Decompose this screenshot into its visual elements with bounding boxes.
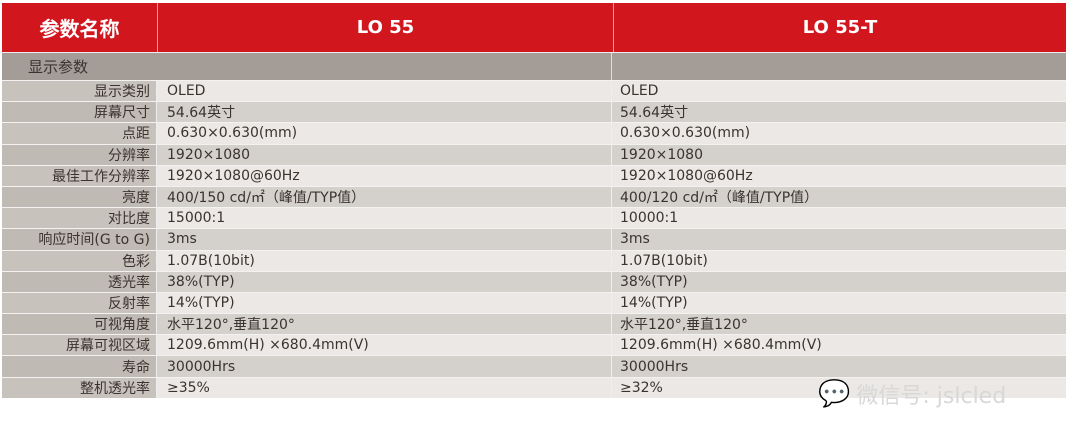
table-row: 反射率 14%(TYP) 14%(TYP) bbox=[2, 291, 1066, 314]
section-row: 显示参数 bbox=[2, 52, 1066, 80]
table-row: 透光率 38%(TYP) 38%(TYP) bbox=[2, 270, 1066, 292]
table-row: 色彩 1.07B(10bit) 1.07B(10bit) bbox=[2, 249, 1066, 271]
table-row: 响应时间(G to G) 3ms 3ms bbox=[2, 228, 1066, 250]
table-row: 最佳工作分辨率 1920×1080@60Hz 1920×1080@60Hz bbox=[2, 164, 1066, 186]
row-label: 整机透光率 bbox=[2, 377, 157, 398]
table-row: 屏幕可视区域 1209.6mm(H) ×680.4mm(V) 1209.6mm(H)… bbox=[2, 334, 1066, 356]
row-value-model-2: ≥32% bbox=[612, 377, 1066, 398]
table-row: 可视角度 水平120°,垂直120° 水平120°,垂直120° bbox=[2, 313, 1066, 335]
row-label: 响应时间(G to G) bbox=[2, 229, 157, 250]
row-value-model-1: 1920×1080@60Hz bbox=[157, 165, 612, 186]
row-value-model-2: 38%(TYP) bbox=[612, 271, 1066, 292]
watermark: 💬 微信号: jslcled bbox=[818, 378, 1006, 410]
row-value-model-2: 1920×1080 bbox=[612, 144, 1066, 165]
row-value-model-1: 3ms bbox=[157, 229, 612, 250]
table-row: 亮度 400/150 cd/㎡（峰值/TYP值） 400/120 cd/㎡（峰值/T… bbox=[2, 185, 1066, 208]
table-header: 参数名称 LO 55 LO 55-T bbox=[2, 3, 1066, 52]
row-value-model-2: 1920×1080@60Hz bbox=[612, 165, 1066, 186]
row-label: 寿命 bbox=[2, 356, 157, 377]
row-value-model-2: OLED bbox=[612, 81, 1066, 102]
row-value-model-1: 400/150 cd/㎡（峰值/TYP值） bbox=[157, 186, 612, 208]
watermark-text: 微信号: jslcled bbox=[856, 384, 1007, 409]
row-value-model-1: 1.07B(10bit) bbox=[157, 250, 612, 271]
header-model-1: LO 55 bbox=[158, 3, 614, 52]
row-value-model-1: 1209.6mm(H) ×680.4mm(V) bbox=[157, 335, 612, 356]
row-label: 透光率 bbox=[2, 271, 157, 292]
row-value-model-1: 1920×1080 bbox=[157, 144, 612, 165]
table-row: 点距 0.630×0.630(mm) 0.630×0.630(mm) bbox=[2, 122, 1066, 144]
row-value-model-2: 54.64英寸 bbox=[612, 102, 1066, 123]
row-label: 色彩 bbox=[2, 250, 157, 271]
row-value-model-2: 30000Hrs bbox=[612, 356, 1066, 377]
row-value-model-2: 3ms bbox=[612, 229, 1066, 250]
row-value-model-1: 54.64英寸 bbox=[157, 102, 612, 123]
header-model-2: LO 55-T bbox=[802, 17, 878, 38]
table-row: 屏幕尺寸 54.64英寸 54.64英寸 bbox=[2, 101, 1066, 123]
row-label: 显示类别 bbox=[2, 81, 157, 102]
row-label: 可视角度 bbox=[2, 314, 157, 335]
table-row: 寿命 30000Hrs 30000Hrs bbox=[2, 355, 1066, 377]
table-row: 显示类别 OLED OLED bbox=[2, 80, 1066, 102]
row-value-model-2: 0.630×0.630(mm) bbox=[612, 123, 1066, 144]
row-value-model-1: 0.630×0.630(mm) bbox=[157, 123, 612, 144]
row-value-model-2: 1.07B(10bit) bbox=[612, 250, 1066, 271]
spec-table: 参数名称 LO 55 LO 55-T 显示参数 显示类别 OLED OLED 屏幕尺寸… bbox=[2, 3, 1066, 398]
row-value-model-2: 1209.6mm(H) ×680.4mm(V) bbox=[612, 335, 1066, 356]
row-label: 对比度 bbox=[2, 208, 157, 229]
row-value-model-2: 水平120°,垂直120° bbox=[612, 314, 1066, 335]
section-title: 显示参数 bbox=[2, 53, 612, 80]
header-param-name: 参数名称 bbox=[2, 3, 158, 52]
row-value-model-2: 400/120 cd/㎡（峰值/TYP值） bbox=[612, 186, 1066, 208]
row-label: 分辨率 bbox=[2, 144, 157, 165]
row-label: 点距 bbox=[2, 123, 157, 144]
table-row: 分辨率 1920×1080 1920×1080 bbox=[2, 143, 1066, 165]
row-label: 反射率 bbox=[2, 292, 157, 314]
row-value-model-1: 水平120°,垂直120° bbox=[157, 314, 612, 335]
row-label: 屏幕可视区域 bbox=[2, 335, 157, 356]
row-value-model-1: 14%(TYP) bbox=[157, 292, 612, 314]
row-label: 亮度 bbox=[2, 186, 157, 208]
row-value-model-2: 14%(TYP) bbox=[612, 292, 1066, 314]
row-value-model-2: 10000:1 bbox=[612, 208, 1066, 229]
row-value-model-1: ≥35% bbox=[157, 377, 612, 398]
row-label: 最佳工作分辨率 bbox=[2, 165, 157, 186]
row-value-model-1: 30000Hrs bbox=[157, 356, 612, 377]
row-value-model-1: 15000:1 bbox=[157, 208, 612, 229]
row-label: 屏幕尺寸 bbox=[2, 102, 157, 123]
wechat-icon: 💬 bbox=[818, 379, 851, 409]
table-row: 整机透光率 ≥35% ≥32% bbox=[2, 376, 1066, 398]
table-row: 对比度 15000:1 10000:1 bbox=[2, 207, 1066, 229]
row-value-model-1: 38%(TYP) bbox=[157, 271, 612, 292]
row-value-model-1: OLED bbox=[157, 81, 612, 102]
